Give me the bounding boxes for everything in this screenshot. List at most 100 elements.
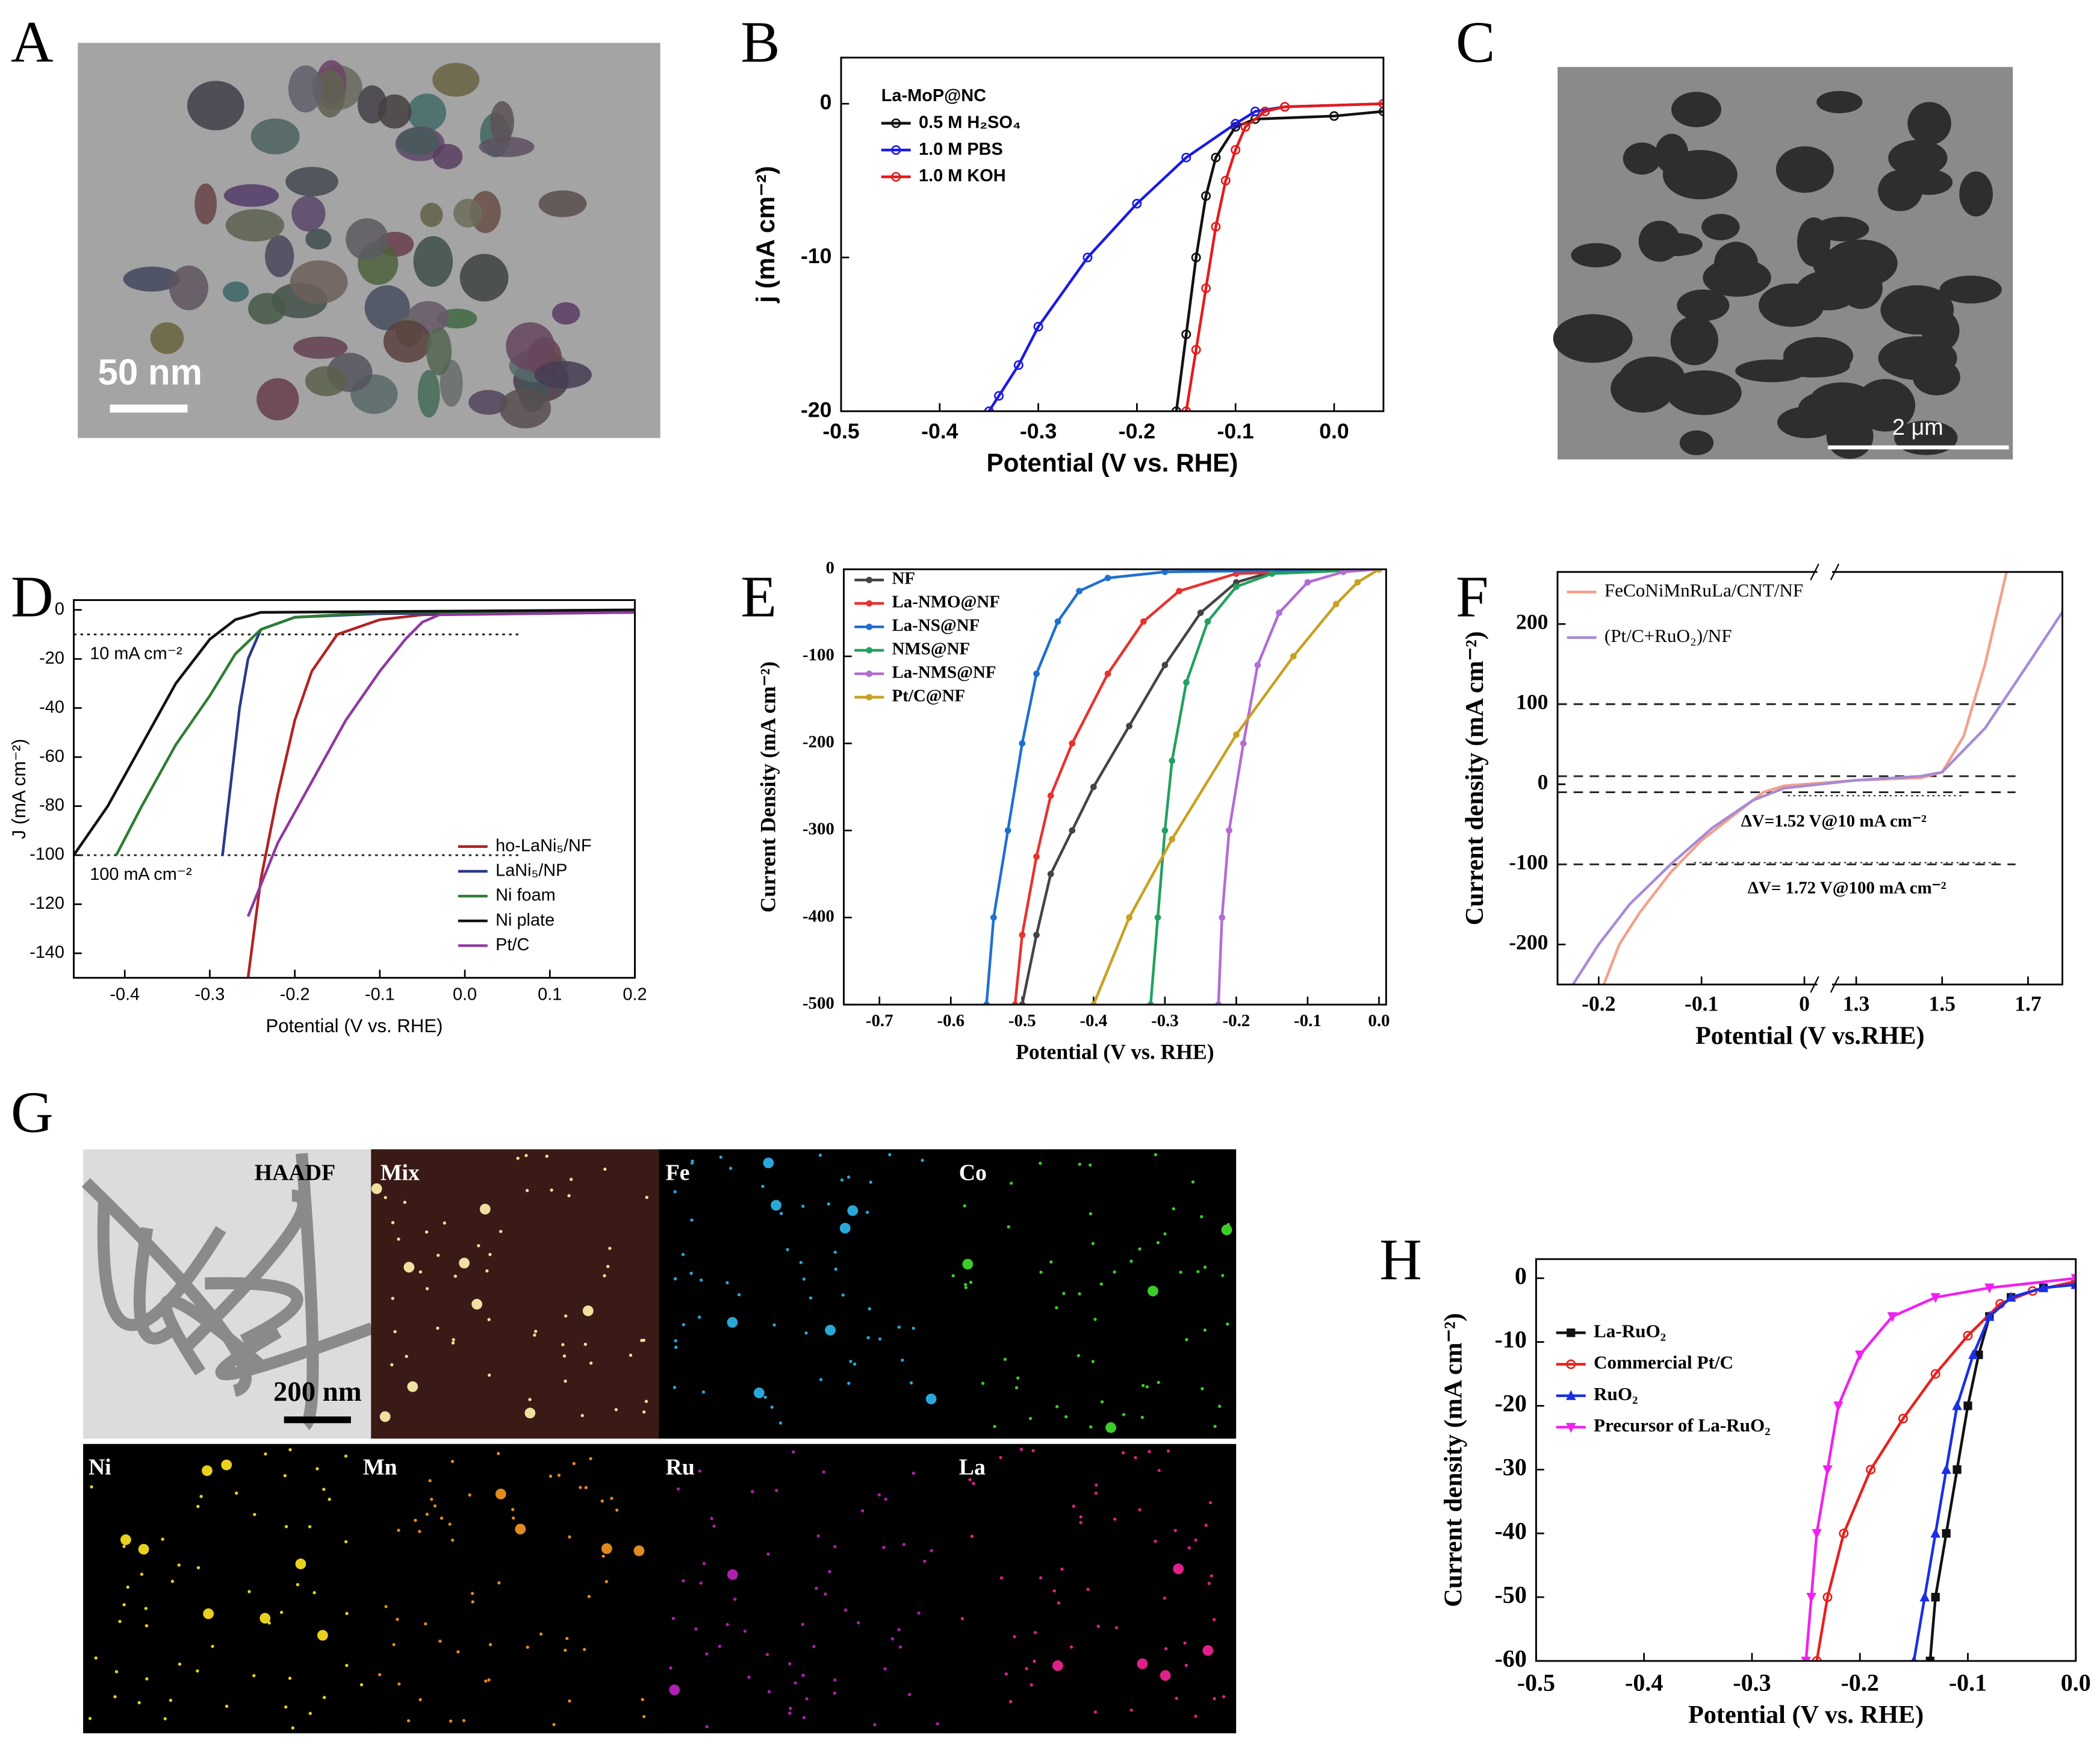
eds-dot [584, 1486, 588, 1489]
eds-dot [534, 1330, 538, 1333]
legend-label: ho-LaNi₅/NF [495, 836, 591, 855]
x-tick-label: -0.2 [1841, 1669, 1879, 1696]
particle [432, 63, 480, 97]
eds-dot [1113, 1270, 1116, 1274]
eds-dot [1160, 1670, 1171, 1681]
marker [1104, 575, 1111, 582]
pore [1670, 316, 1718, 366]
eds-dot [390, 1363, 394, 1366]
y-axis-label: Current density (mA cm⁻²) [1461, 631, 1489, 925]
x-tick-label: 0.0 [2061, 1669, 2091, 1696]
eds-dot [403, 1200, 407, 1204]
eds-dot [144, 1624, 149, 1628]
eds-dot [564, 1379, 567, 1383]
eds-dot [671, 1616, 676, 1621]
eds-dot [610, 1496, 614, 1500]
legend-label: FeCoNiMnRuLa/CNT/NF [1605, 579, 1803, 600]
eds-dot [615, 1508, 619, 1512]
panel-label: C [1456, 10, 1495, 75]
particle [169, 265, 208, 311]
marker [1806, 1593, 1816, 1603]
eds-dot [283, 1474, 287, 1478]
eds-dot [828, 1570, 831, 1574]
marker [1220, 175, 1231, 185]
tile-label: Fe [666, 1160, 690, 1185]
eds-dot [727, 1316, 738, 1328]
particle [407, 93, 447, 132]
y-tick-label: -300 [803, 820, 834, 839]
legend-label: LaNi₅/NP [495, 861, 567, 880]
eds-dot [1121, 1451, 1125, 1455]
particle [453, 199, 483, 228]
pore [1655, 134, 1689, 174]
eds-dot [1030, 1683, 1033, 1687]
eds-dot [833, 1678, 837, 1682]
marker [1211, 222, 1221, 232]
eds-dot [582, 1305, 594, 1316]
pore [1816, 90, 1863, 114]
eds-dot [700, 1278, 703, 1282]
pore [1553, 314, 1633, 363]
series-line [1602, 571, 2008, 985]
marker [1054, 618, 1061, 625]
x-tick-label: 1.3 [1843, 992, 1869, 1016]
eds-dot [359, 1683, 364, 1687]
pore [1666, 370, 1742, 416]
eds-dot [308, 1525, 312, 1528]
eds-dot [907, 1693, 912, 1696]
eds-dot [1028, 1416, 1033, 1421]
eds-dot [873, 1723, 877, 1727]
eds-dot [468, 1493, 471, 1497]
marker [984, 406, 994, 411]
eds-dot [288, 1677, 292, 1680]
eds-dot [1213, 1618, 1216, 1622]
particle [459, 254, 509, 302]
particle [432, 143, 463, 170]
eds-dot [253, 1513, 256, 1516]
series-line [1013, 569, 1379, 1005]
marker [1019, 740, 1026, 747]
y-axis-label: j (mA cm⁻²) [751, 166, 780, 304]
eds-dot [583, 1342, 587, 1346]
eds-dot [690, 1161, 694, 1165]
y-tick-label: -10 [801, 244, 831, 268]
marker [1140, 618, 1147, 625]
chart-panel: F 200 100 0 -100 -200 -0.2 -0.1 0 1.3 1.5 1.7 ΔV=1.5… [1456, 563, 2063, 1050]
panel-label: H [1379, 1227, 1422, 1292]
eds-dot [794, 1681, 797, 1685]
eds-dot [816, 1534, 820, 1538]
eds-dot [126, 1585, 129, 1589]
y-tick-label: -400 [803, 906, 834, 926]
eds-dot [1055, 1405, 1059, 1409]
particle [223, 184, 279, 207]
eds-dot [1154, 1153, 1158, 1157]
eds-dot [456, 1650, 460, 1654]
eds-dot [818, 1153, 822, 1157]
eds-dot [1008, 1700, 1013, 1704]
eds-dot [923, 1559, 927, 1563]
legend-label: RuO₂ [1594, 1383, 1638, 1404]
eds-dot [843, 1608, 848, 1612]
particle [187, 81, 244, 131]
particle [248, 293, 286, 325]
eds-dot [308, 1711, 312, 1715]
eds-dot [406, 1719, 411, 1723]
eds-dot [1089, 1212, 1093, 1216]
x-tick-label: 0.2 [623, 985, 647, 1004]
eds-dot [690, 1218, 694, 1222]
eds-dot [629, 1353, 633, 1357]
eds-dot [526, 1645, 529, 1649]
eds-dot [604, 1580, 608, 1584]
eds-dot [471, 1600, 474, 1604]
y-tick-label: -20 [801, 397, 831, 422]
eds-dot [1163, 1596, 1166, 1600]
scale-bar-label: 50 nm [98, 352, 203, 393]
eds-dot [694, 1627, 698, 1631]
x-tick-label: 0 [1799, 992, 1810, 1016]
eds-tile [83, 1443, 373, 1734]
eds-dot [603, 1167, 607, 1171]
eds-dot [1064, 1415, 1068, 1419]
eds-dot [1172, 1207, 1175, 1210]
eds-dot [1091, 1242, 1095, 1245]
y-tick-label: 0 [1538, 770, 1549, 794]
